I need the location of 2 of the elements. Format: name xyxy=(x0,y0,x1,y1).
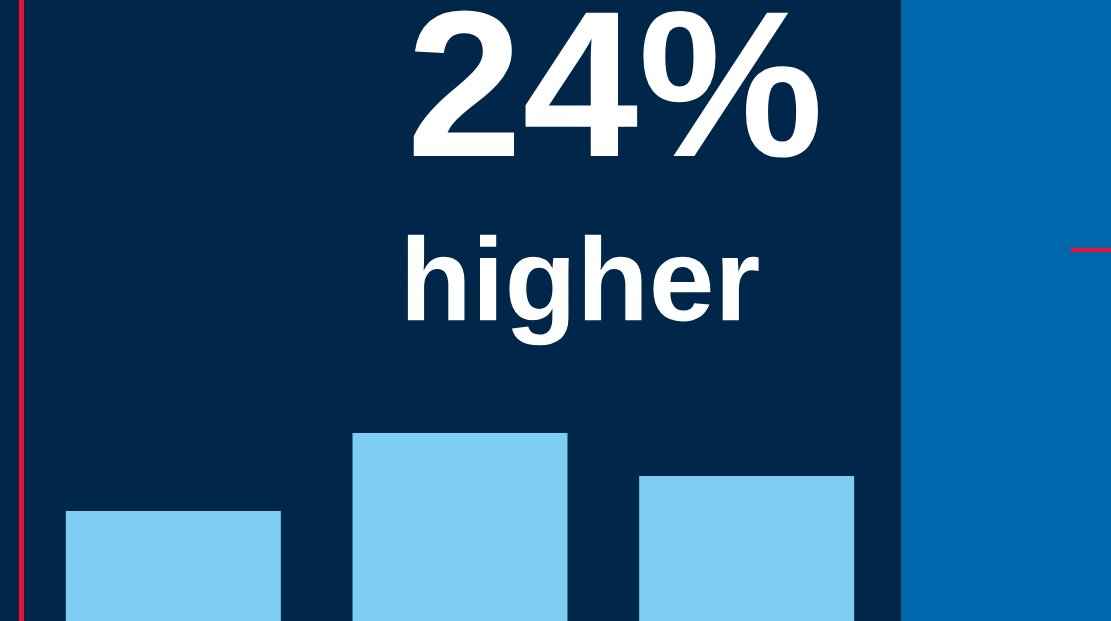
chart-subtitle: higher xyxy=(407,234,759,346)
chart-title: 24% xyxy=(413,10,818,158)
